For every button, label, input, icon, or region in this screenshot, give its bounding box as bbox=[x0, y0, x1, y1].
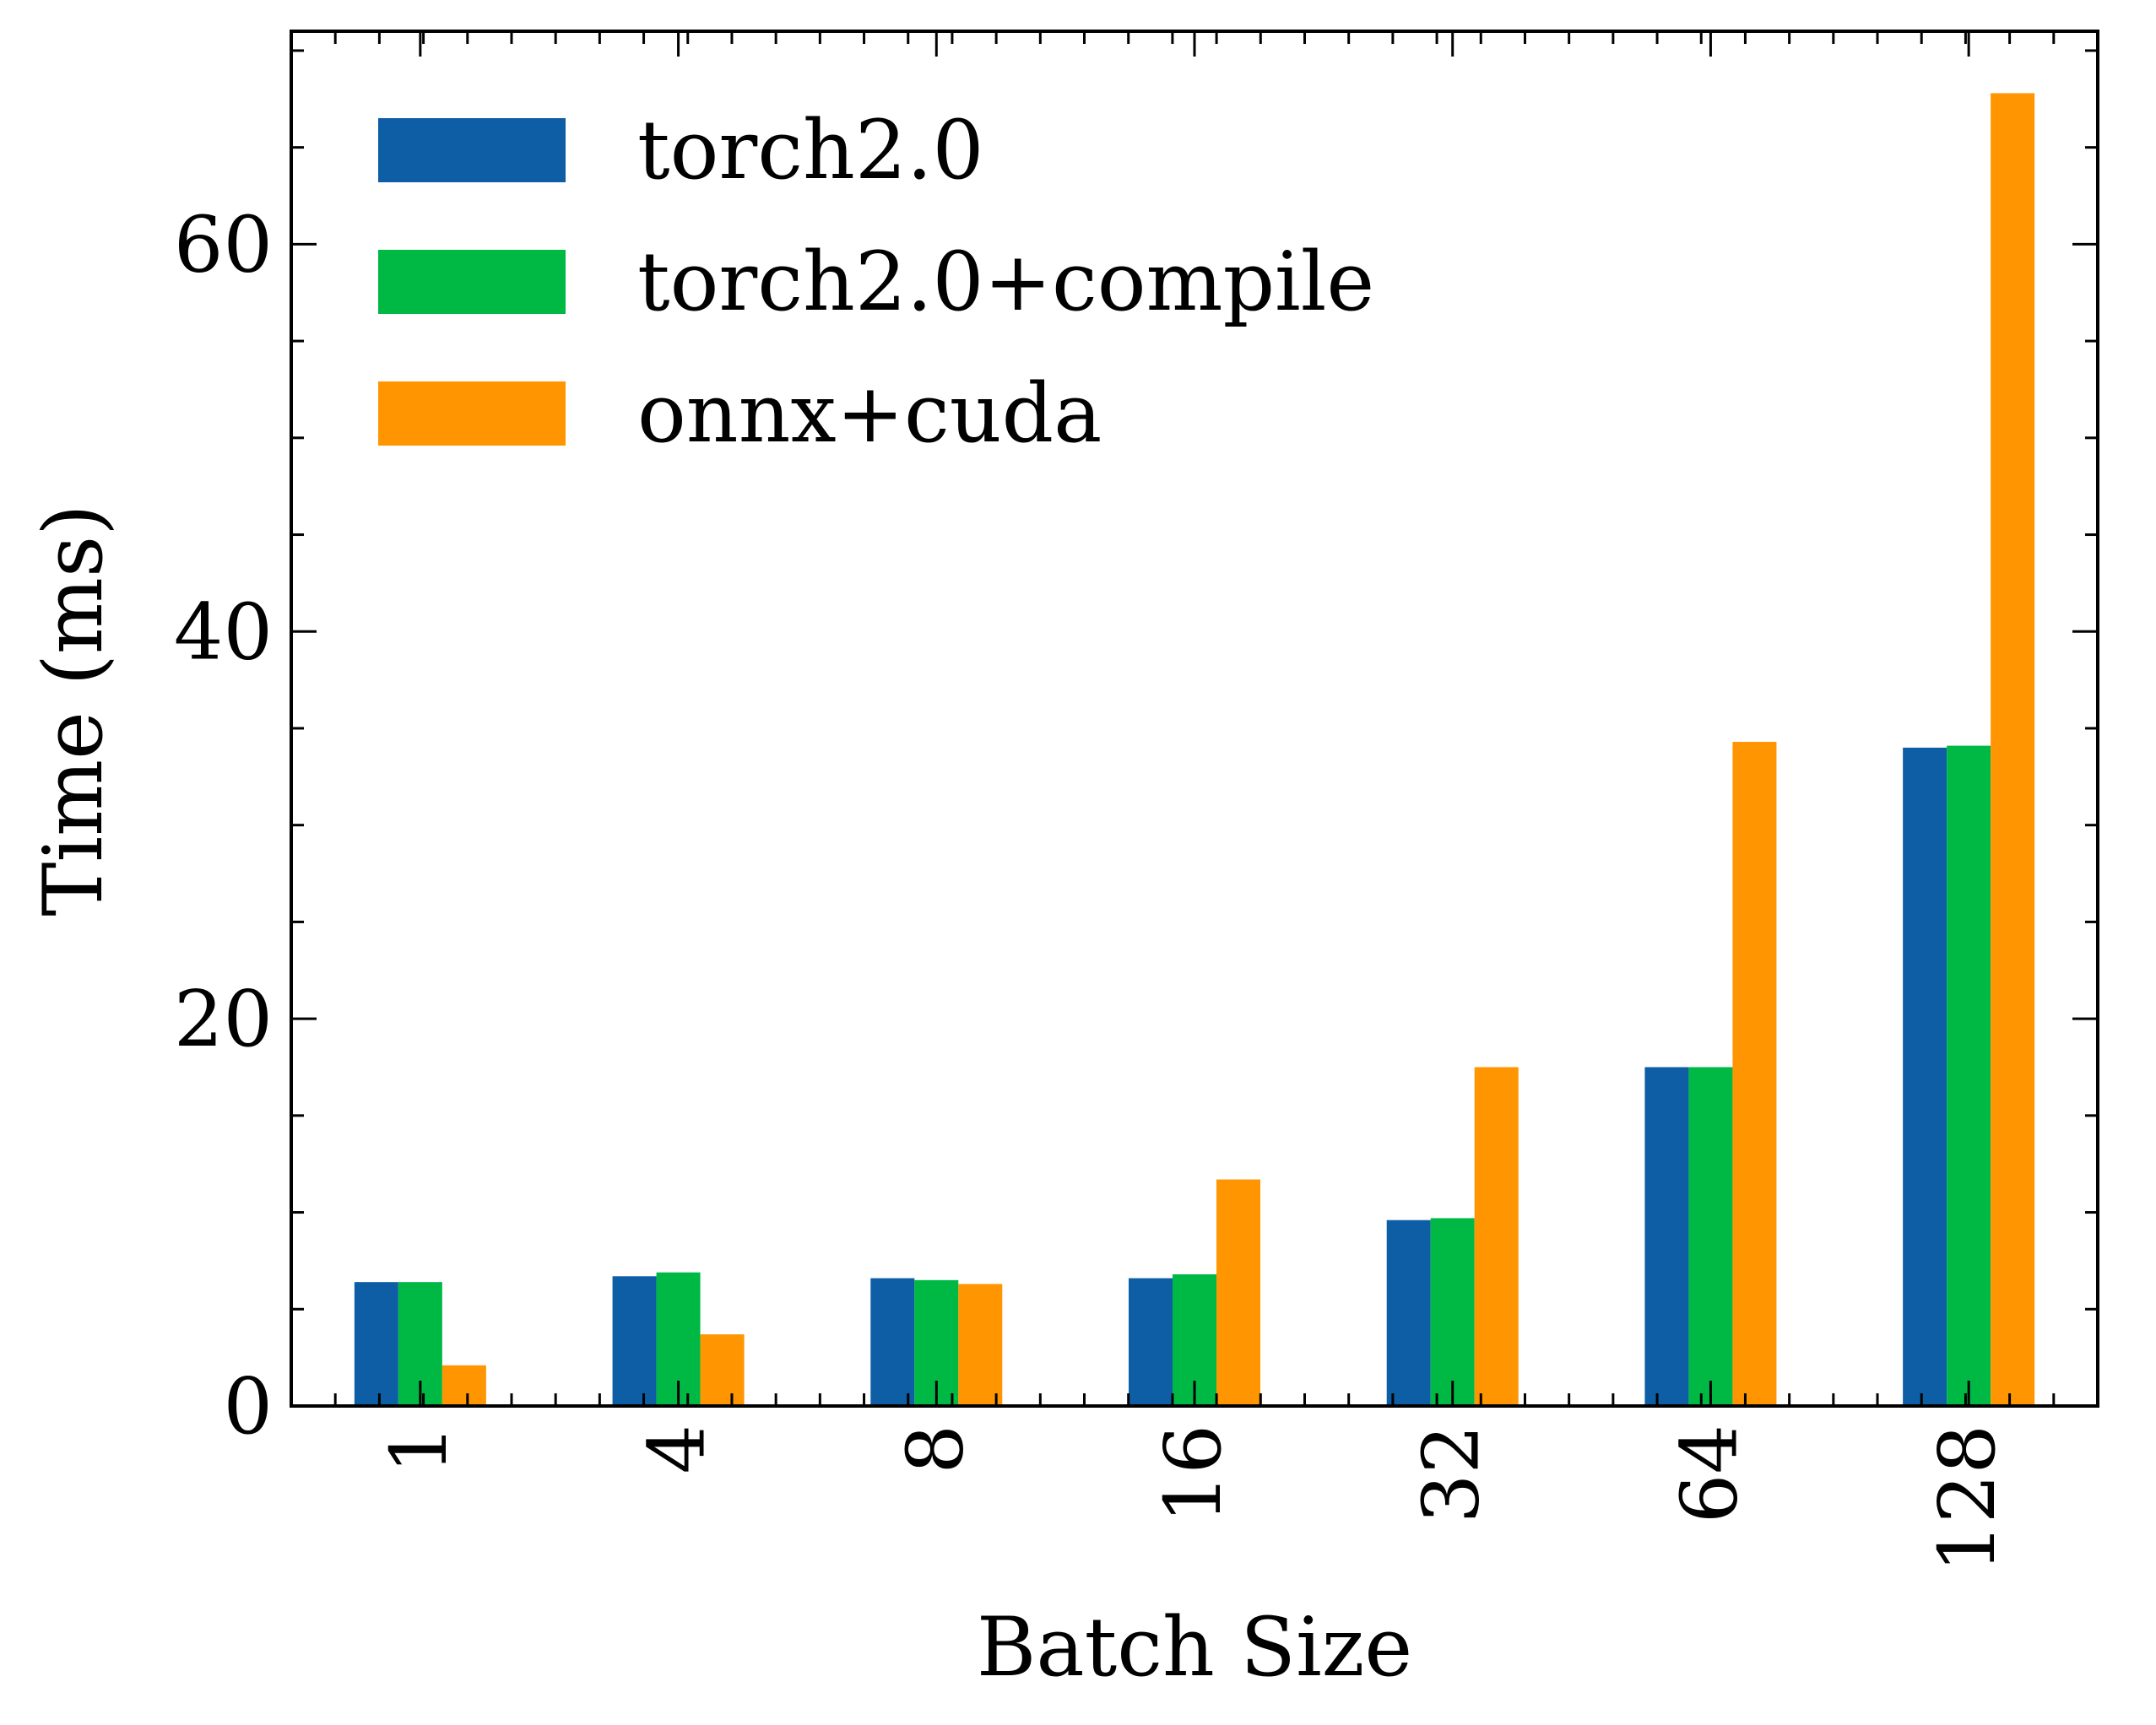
bar-onnx-cuda-32 bbox=[1474, 1067, 1519, 1406]
legend-swatch bbox=[378, 381, 566, 446]
y-tick-label: 20 bbox=[174, 974, 273, 1064]
y-tick-label: 60 bbox=[174, 199, 273, 289]
legend-label: torch2.0+compile bbox=[637, 235, 1374, 329]
ticks-layer: 0 20 40 60 1 4 8 16 32 64 128 bbox=[174, 31, 2098, 1573]
legend-label: torch2.0 bbox=[637, 103, 984, 197]
bar-torch2-0-128 bbox=[1903, 747, 1947, 1406]
legend-swatch bbox=[378, 250, 566, 314]
legend-swatch bbox=[378, 118, 566, 182]
bar-torch2-0-4 bbox=[612, 1276, 657, 1406]
bar-torch2-0-compile-64 bbox=[1688, 1067, 1733, 1406]
bar-onnx-cuda-16 bbox=[1216, 1179, 1260, 1406]
bar-onnx-cuda-4 bbox=[700, 1334, 745, 1406]
y-tick-label: 0 bbox=[223, 1361, 273, 1452]
legend: torch2.0 torch2.0+compile onnx+cuda bbox=[378, 103, 1374, 461]
y-axis-label: Time (ms) bbox=[26, 504, 121, 916]
plot-frame bbox=[290, 30, 2099, 1408]
x-tick-label: 32 bbox=[1406, 1425, 1497, 1523]
bar-onnx-cuda-8 bbox=[958, 1284, 1003, 1406]
y-tick-label: 40 bbox=[174, 587, 273, 677]
bar-torch2-0-compile-32 bbox=[1430, 1218, 1475, 1406]
x-tick-label: 64 bbox=[1664, 1425, 1754, 1523]
bar-onnx-cuda-128 bbox=[1991, 93, 2035, 1407]
bar-torch2-0-64 bbox=[1644, 1067, 1689, 1406]
x-axis-label: Batch Size bbox=[977, 1600, 1412, 1695]
bar-torch2-0-32 bbox=[1386, 1219, 1431, 1406]
bar-torch2-0-8 bbox=[870, 1278, 915, 1406]
x-tick-label: 8 bbox=[890, 1425, 980, 1474]
bar-onnx-cuda-1 bbox=[441, 1365, 486, 1406]
legend-label: onnx+cuda bbox=[637, 366, 1102, 461]
bar-torch2-0-compile-128 bbox=[1947, 745, 1991, 1406]
bar-torch2-0-16 bbox=[1129, 1278, 1173, 1406]
x-tick-label: 128 bbox=[1922, 1425, 2012, 1573]
x-tick-label: 16 bbox=[1148, 1425, 1238, 1523]
bar-onnx-cuda-64 bbox=[1732, 742, 1777, 1406]
x-tick-label: 4 bbox=[632, 1425, 723, 1474]
bar-torch2-0-1 bbox=[354, 1282, 398, 1406]
x-tick-label: 1 bbox=[374, 1425, 464, 1474]
